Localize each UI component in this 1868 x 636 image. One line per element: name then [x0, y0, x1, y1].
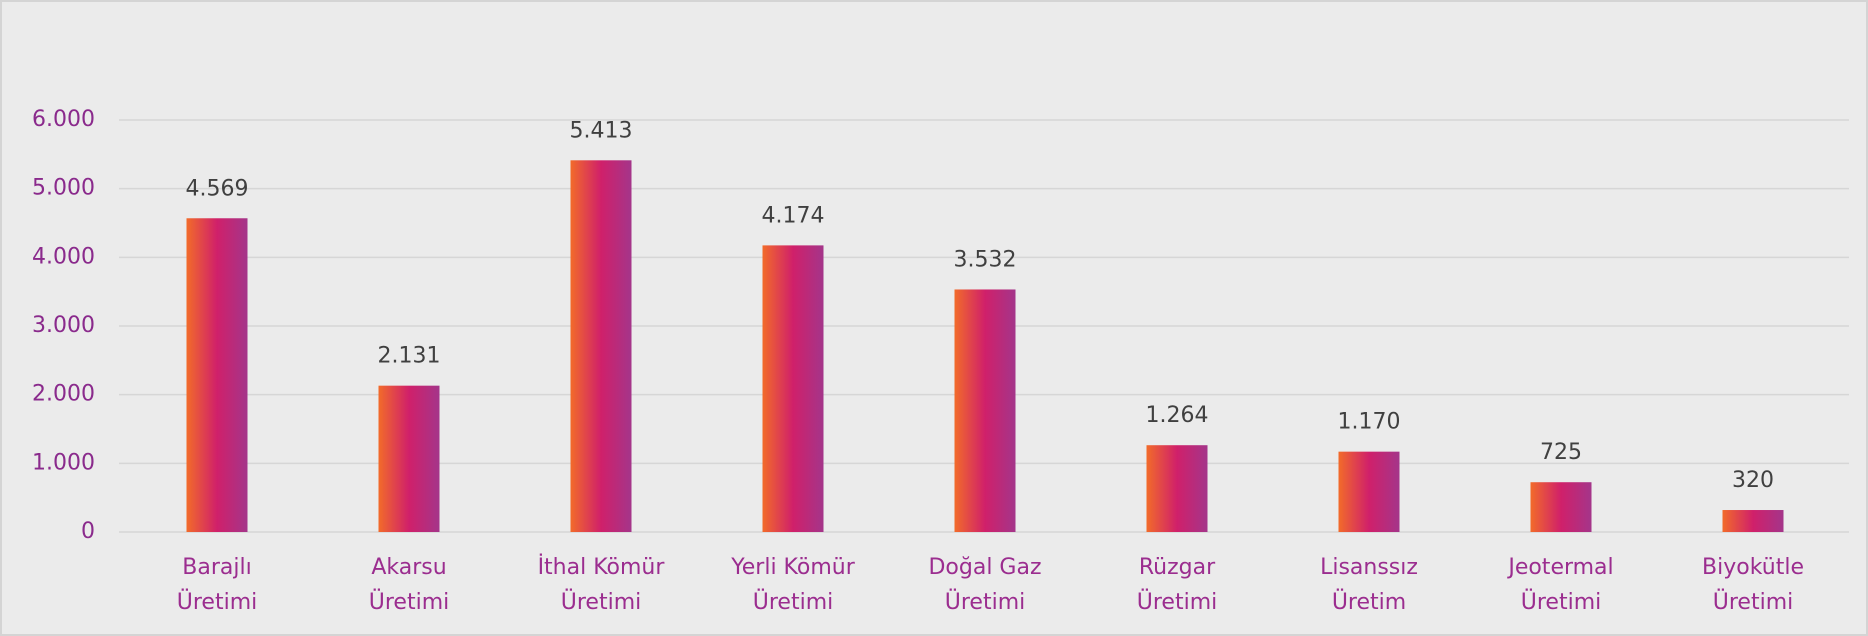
bar [186, 218, 248, 532]
x-tick-label: Lisanssız [1320, 555, 1418, 580]
data-label: 5.413 [570, 118, 633, 143]
x-tick-label: Üretimi [1521, 589, 1601, 615]
bar [1722, 510, 1784, 532]
x-tick-label: Üretimi [177, 589, 257, 615]
bar [1146, 445, 1208, 532]
bar [1338, 451, 1400, 532]
data-label: 725 [1540, 440, 1582, 465]
y-tick-label: 6.000 [32, 107, 95, 132]
bar [954, 289, 1016, 532]
x-tick-label: Üretimi [369, 589, 449, 615]
bar [762, 245, 824, 533]
bar [378, 385, 440, 532]
data-label: 3.532 [954, 247, 1017, 272]
x-tick-label: Akarsu [371, 555, 446, 580]
x-tick-label: Üretim [1332, 589, 1406, 615]
data-label: 2.131 [378, 344, 441, 369]
data-label: 320 [1732, 468, 1774, 493]
x-tick-label: Yerli Kömür [730, 555, 855, 580]
data-label: 1.264 [1146, 403, 1209, 428]
x-tick-label: Üretimi [1137, 589, 1217, 615]
bar [1530, 482, 1592, 532]
x-tick-label: Biyokütle [1702, 555, 1804, 580]
y-tick-label: 2.000 [32, 382, 95, 407]
y-tick-label: 1.000 [32, 450, 95, 475]
x-tick-label: Üretimi [561, 589, 641, 615]
x-tick-label: Üretimi [753, 589, 833, 615]
y-tick-label: 3.000 [32, 313, 95, 338]
y-tick-label: 4.000 [32, 244, 95, 269]
x-tick-label: Üretimi [945, 589, 1025, 615]
data-label: 1.170 [1338, 410, 1401, 435]
x-tick-label: Rüzgar [1139, 555, 1216, 580]
y-tick-label: 0 [81, 519, 95, 544]
y-tick-label: 5.000 [32, 176, 95, 201]
data-label: 4.174 [762, 203, 825, 228]
x-tick-label: Üretimi [1713, 589, 1793, 615]
x-tick-label: Doğal Gaz [928, 555, 1041, 580]
bar [570, 160, 632, 533]
data-label: 4.569 [186, 176, 249, 201]
x-tick-label: Barajlı [182, 555, 251, 580]
x-tick-label: Jeotermal [1506, 555, 1613, 580]
x-tick-label: İthal Kömür [538, 554, 666, 580]
